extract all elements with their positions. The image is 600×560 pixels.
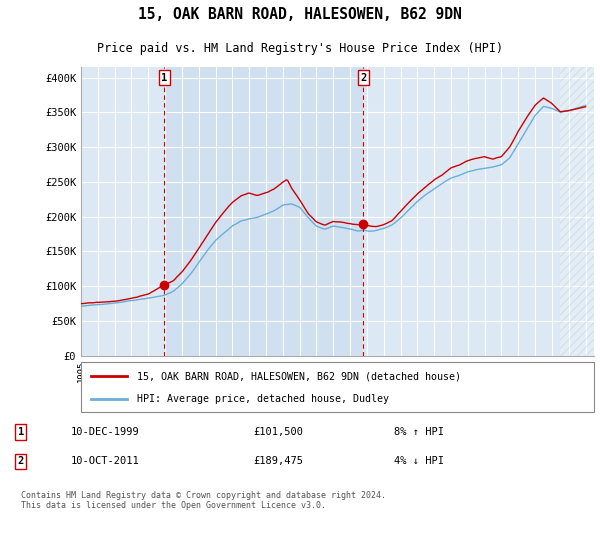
Text: 10-DEC-1999: 10-DEC-1999 bbox=[71, 427, 139, 437]
Text: Contains HM Land Registry data © Crown copyright and database right 2024.
This d: Contains HM Land Registry data © Crown c… bbox=[21, 491, 386, 510]
Text: 10-OCT-2011: 10-OCT-2011 bbox=[71, 456, 139, 466]
Text: 4% ↓ HPI: 4% ↓ HPI bbox=[394, 456, 444, 466]
Text: Price paid vs. HM Land Registry's House Price Index (HPI): Price paid vs. HM Land Registry's House … bbox=[97, 42, 503, 55]
Text: 1: 1 bbox=[17, 427, 24, 437]
FancyBboxPatch shape bbox=[81, 362, 594, 412]
Text: 2: 2 bbox=[360, 73, 367, 83]
Text: 15, OAK BARN ROAD, HALESOWEN, B62 9DN: 15, OAK BARN ROAD, HALESOWEN, B62 9DN bbox=[138, 7, 462, 22]
Text: 1: 1 bbox=[161, 73, 167, 83]
Text: 8% ↑ HPI: 8% ↑ HPI bbox=[394, 427, 444, 437]
Text: 15, OAK BARN ROAD, HALESOWEN, B62 9DN (detached house): 15, OAK BARN ROAD, HALESOWEN, B62 9DN (d… bbox=[137, 371, 461, 381]
Text: 2: 2 bbox=[17, 456, 24, 466]
Bar bbox=[164, 67, 364, 356]
Text: HPI: Average price, detached house, Dudley: HPI: Average price, detached house, Dudl… bbox=[137, 394, 389, 404]
Text: £101,500: £101,500 bbox=[253, 427, 303, 437]
Text: £189,475: £189,475 bbox=[253, 456, 303, 466]
